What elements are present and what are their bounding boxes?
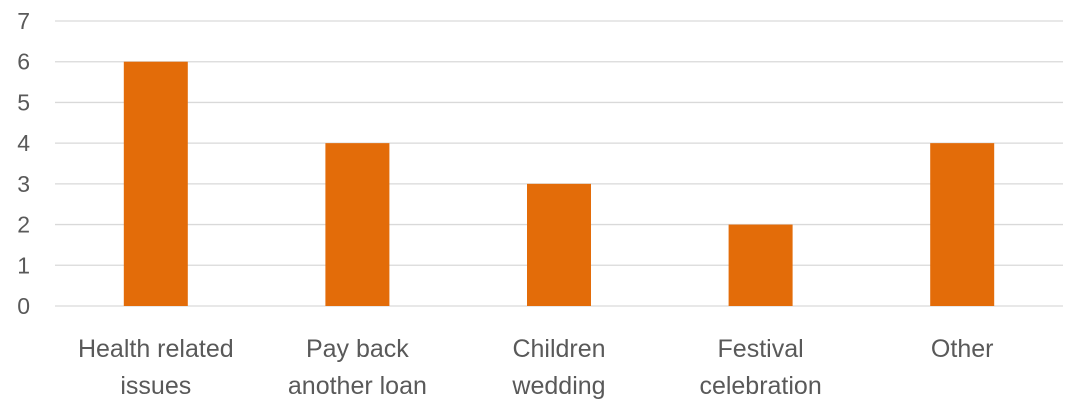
y-axis-tick-labels: 0 1 2 3 4 5 6 7 [17, 8, 30, 319]
y-tick-label: 5 [17, 89, 30, 115]
x-category-label: Pay back another loan [288, 335, 427, 400]
bar [728, 224, 793, 306]
x-category-label: Children wedding [511, 335, 605, 400]
x-category-label: Health related issues [78, 335, 234, 400]
x-category-label-line: Festival [718, 335, 804, 363]
x-category-label-line: Children [512, 335, 605, 363]
y-tick-label: 3 [17, 171, 30, 197]
bars [123, 61, 995, 306]
bar [325, 143, 390, 306]
bar [930, 143, 995, 306]
x-category-label: Other [931, 335, 994, 363]
y-tick-label: 4 [17, 130, 30, 156]
y-tick-label: 1 [17, 252, 30, 278]
y-tick-label: 0 [17, 293, 30, 319]
bar [527, 183, 591, 306]
y-tick-label: 7 [17, 8, 30, 34]
x-category-label-line: Health related [78, 335, 234, 363]
x-category-label-line: issues [120, 372, 191, 400]
x-category-label-line: wedding [511, 372, 605, 400]
x-category-label-line: Pay back [306, 335, 409, 363]
x-axis-category-labels: Health related issues Pay back another loan… [78, 335, 993, 400]
x-category-label-line: Other [931, 335, 994, 363]
x-category-label-line: another loan [288, 372, 427, 400]
bar [123, 61, 188, 306]
x-category-label: Festival celebration [699, 335, 821, 400]
y-tick-label: 2 [17, 212, 30, 238]
y-tick-label: 6 [17, 49, 30, 75]
x-category-label-line: celebration [699, 372, 821, 400]
